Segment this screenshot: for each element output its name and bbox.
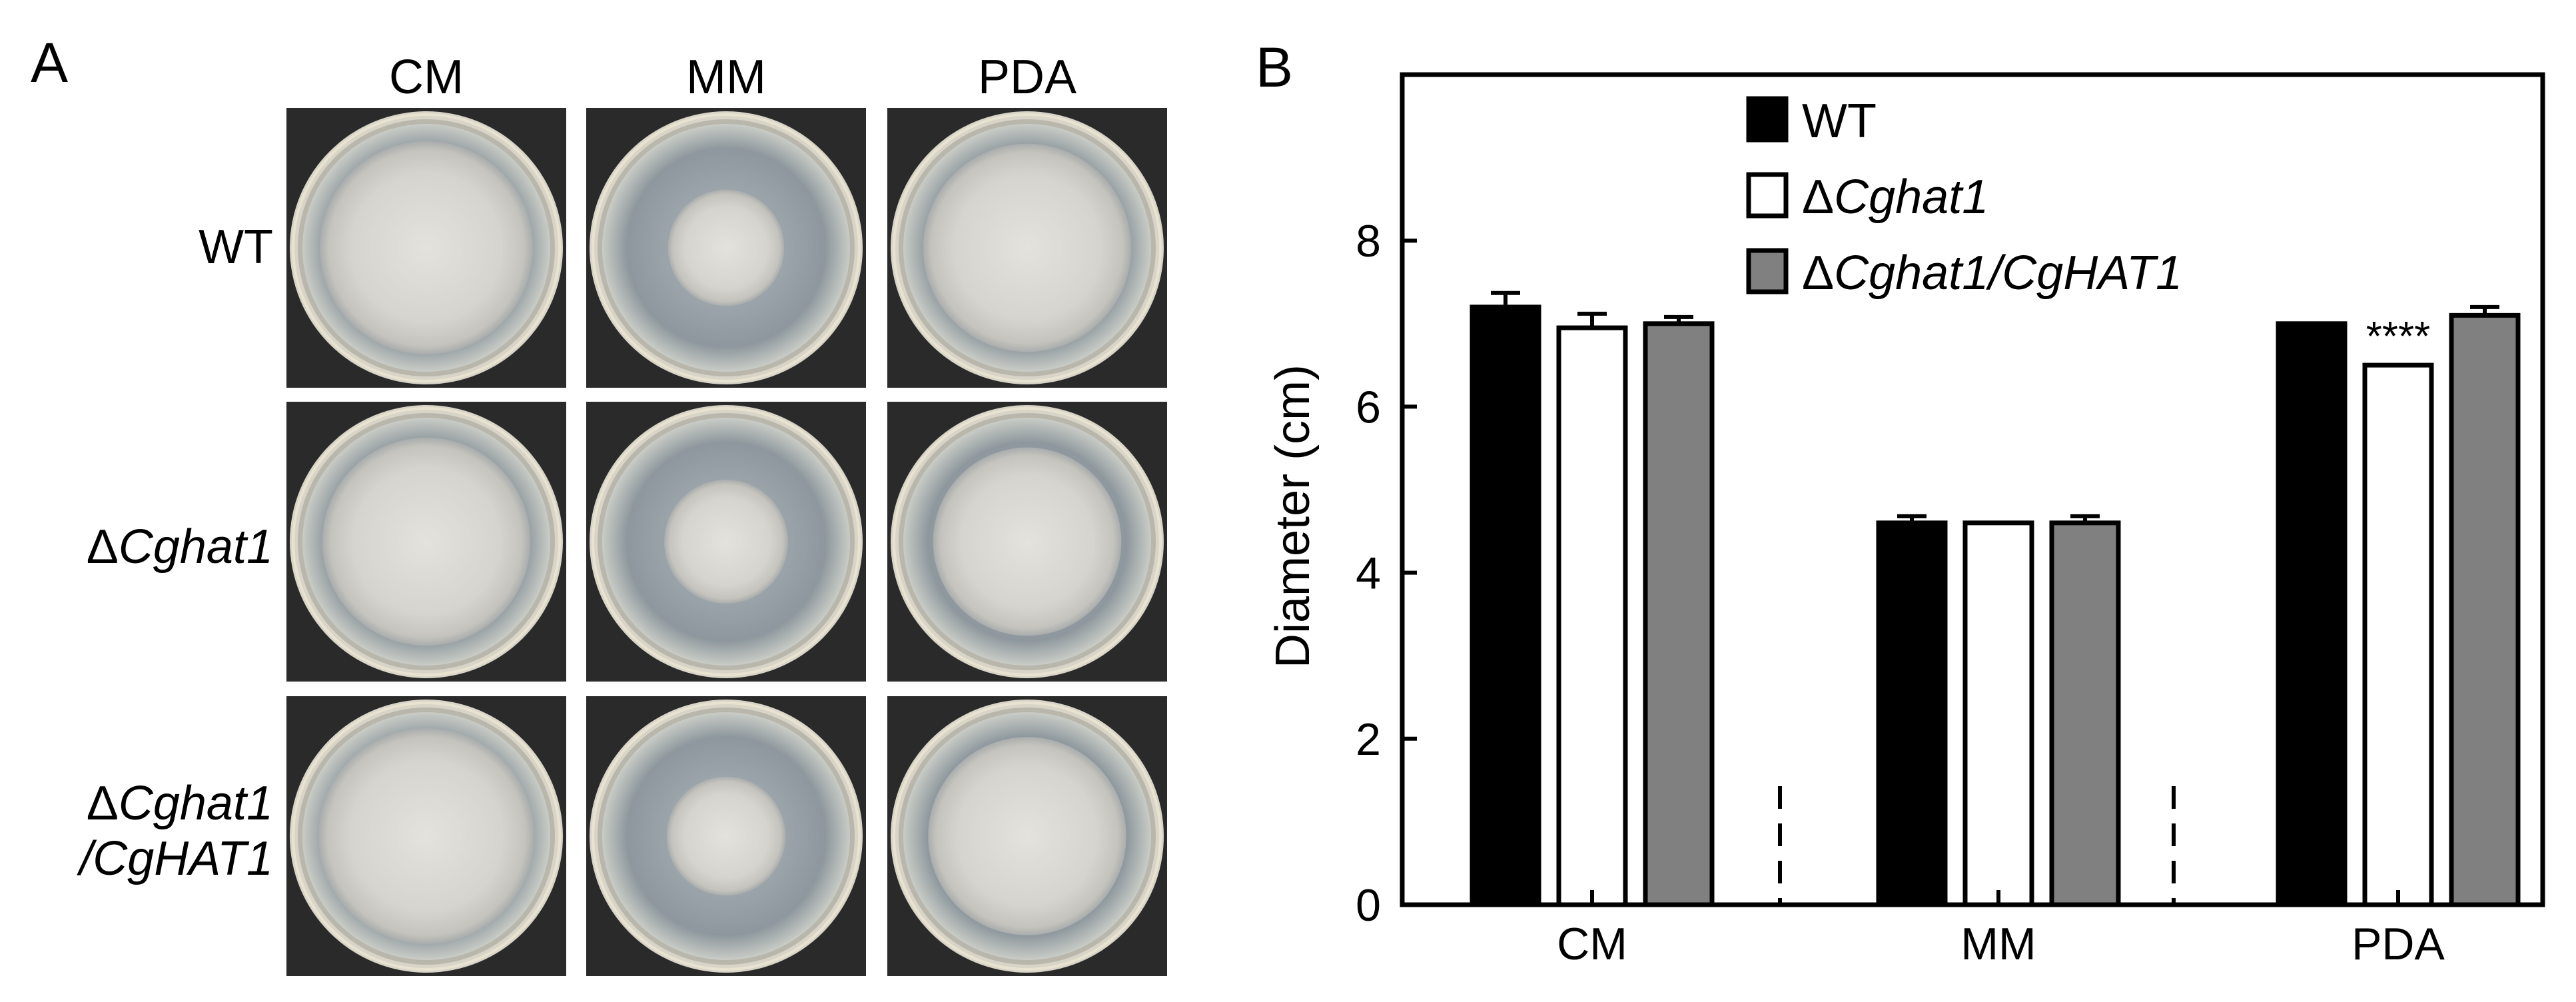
y-tick-label: 6 xyxy=(1356,382,1381,432)
significance-marker: **** xyxy=(2366,314,2431,360)
y-tick-label: 2 xyxy=(1356,714,1381,765)
y-tick-label: 8 xyxy=(1356,216,1381,266)
bar-cm-2 xyxy=(1643,321,1715,907)
plate-mutant-cm xyxy=(286,402,566,682)
row-label-complement-line1: ΔCghat1 xyxy=(27,776,273,831)
bar-pda-0 xyxy=(2276,321,2348,907)
plate-highlight xyxy=(292,113,561,382)
plate-wt-pda xyxy=(887,108,1167,388)
column-label-mm: MM xyxy=(686,51,766,104)
x-tick-label: PDA xyxy=(2352,919,2445,969)
row-label-complement-gene: CgHAT1 xyxy=(93,831,273,885)
legend-label: ΔCghat1/CgHAT1 xyxy=(1802,247,2182,300)
plate-highlight xyxy=(893,702,1162,971)
row-label-complement-slash: / xyxy=(79,831,93,885)
row-label-wt-text: WT xyxy=(199,221,273,274)
bar-cm-1 xyxy=(1556,325,1628,907)
y-axis-label: Diameter (cm) xyxy=(1266,364,1320,668)
row-label-wt: WT xyxy=(40,220,273,275)
row-label-mutant-name: Cghat1 xyxy=(118,520,273,574)
bar-mm-0 xyxy=(1876,520,1948,907)
x-tick-label: MM xyxy=(1960,919,2036,969)
row-label-mutant: ΔCghat1 xyxy=(40,520,273,575)
plate-highlight xyxy=(292,407,561,676)
plate-wt-cm xyxy=(286,108,566,388)
plate-wt-mm xyxy=(586,108,866,388)
panel-b-letter: B xyxy=(1256,36,1293,99)
bar-mm-1 xyxy=(1962,520,2034,907)
y-tick-label: 0 xyxy=(1356,880,1381,931)
colony xyxy=(666,776,786,896)
row-label-complement-line2: /CgHAT1 xyxy=(27,831,273,887)
plate-complement-cm xyxy=(286,696,566,976)
row-label-complement: ΔCghat1 /CgHAT1 xyxy=(27,776,273,887)
bar-pda-2 xyxy=(2449,312,2521,907)
row-label-complement-name: Cghat1 xyxy=(118,777,273,830)
y-tick-label: 4 xyxy=(1356,548,1381,599)
panel-a-letter: A xyxy=(31,31,69,94)
plate-highlight xyxy=(292,702,561,971)
colony xyxy=(933,447,1122,636)
row-label-complement-prefix: Δ xyxy=(86,777,119,830)
plate-highlight xyxy=(592,113,861,382)
bar-cm-0 xyxy=(1470,304,1541,907)
column-label-pda: PDA xyxy=(977,51,1077,104)
plate-highlight xyxy=(592,407,861,676)
colony xyxy=(664,480,788,604)
legend-label: WT xyxy=(1802,95,1877,148)
legend-swatch xyxy=(1746,248,1789,294)
colony xyxy=(928,737,1126,935)
bar-pda-1 xyxy=(2362,362,2434,907)
legend-swatch xyxy=(1746,96,1789,143)
x-tick-label: CM xyxy=(1557,919,1627,969)
plate-mutant-pda xyxy=(887,402,1167,682)
colony xyxy=(322,437,531,646)
legend-label: ΔCghat1 xyxy=(1802,171,1988,224)
legend-swatch xyxy=(1746,172,1789,219)
plate-complement-mm xyxy=(586,696,866,976)
colony xyxy=(318,728,534,944)
row-label-mutant-prefix: Δ xyxy=(86,520,119,574)
plate-highlight xyxy=(893,113,1162,382)
bar-mm-2 xyxy=(2049,520,2121,907)
plate-mutant-mm xyxy=(586,402,866,682)
plate-highlight xyxy=(893,407,1162,676)
column-label-cm: CM xyxy=(389,51,464,104)
colony xyxy=(923,143,1132,352)
plate-highlight xyxy=(592,702,861,971)
plate-complement-pda xyxy=(887,696,1167,976)
colony xyxy=(320,141,533,354)
colony xyxy=(667,189,785,306)
